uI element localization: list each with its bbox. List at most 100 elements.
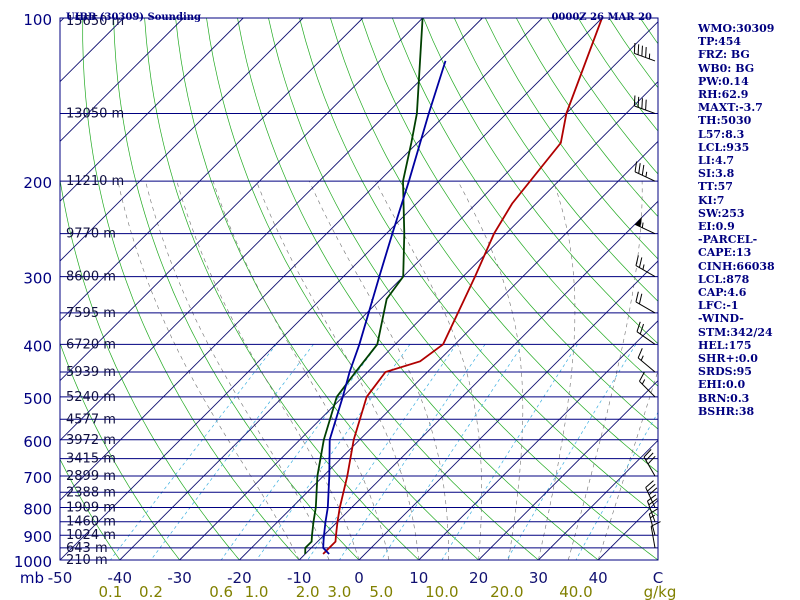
mixing-ratio-line xyxy=(381,344,524,560)
dry-adiabats xyxy=(60,18,658,560)
height-label: 3415 m xyxy=(66,452,116,467)
wind-barb-staff xyxy=(637,357,656,373)
mixing-ratio-line xyxy=(110,344,277,560)
wind-barb-feather xyxy=(635,291,639,302)
isotherm xyxy=(538,439,658,560)
wind-barb-feather xyxy=(645,47,647,58)
pressure-tick-label: 1000 xyxy=(14,553,52,571)
wind-barb-half-feather xyxy=(640,355,644,361)
wind-barb xyxy=(650,521,661,549)
moist-adiabat xyxy=(309,181,449,560)
wind-barb-feather xyxy=(641,164,645,176)
mixing-ratio-tick-label: 0.6 xyxy=(209,583,233,600)
height-label: 3972 m xyxy=(66,433,116,448)
wind-barb-feather xyxy=(648,498,658,506)
wind-barb-feather xyxy=(638,257,643,268)
pressure-unit-label: mb xyxy=(20,569,44,587)
stat-line: L57:8.3 xyxy=(698,127,745,141)
isotherm xyxy=(60,18,304,262)
isotherm xyxy=(298,200,658,560)
stat-line: -PARCEL- xyxy=(698,233,758,247)
dry-adiabat xyxy=(206,18,539,560)
stat-line: CINH:66038 xyxy=(698,259,775,273)
wind-barb-feather xyxy=(649,508,659,515)
mixing-ratio-line xyxy=(220,344,379,560)
wind-barbs xyxy=(633,42,661,549)
stat-line: TH:5030 xyxy=(698,114,752,128)
stat-line: SHR+:0.0 xyxy=(698,352,758,366)
height-label: 9770 m xyxy=(66,227,116,242)
dry-adiabat xyxy=(299,18,658,517)
stat-line: BSHR:38 xyxy=(698,404,755,418)
pressure-tick-label: 900 xyxy=(23,528,52,546)
wind-barb-feather xyxy=(633,42,636,54)
wind-barb-feather xyxy=(647,483,656,492)
height-label: 2899 m xyxy=(66,469,116,484)
wind-barb-staff xyxy=(634,105,656,114)
pressure-tick-label: 800 xyxy=(23,500,52,518)
isotherm xyxy=(60,18,184,143)
mixing-ratio-line xyxy=(339,344,486,560)
mixing-ratio-tick-label: 2.0 xyxy=(296,583,320,600)
pressure-tick-label: 700 xyxy=(23,469,52,487)
wind-barb-staff xyxy=(650,526,656,549)
stat-line: LCL:878 xyxy=(698,272,750,286)
mixing-ratio-tick-label: 10.0 xyxy=(425,583,458,600)
moist-adiabat xyxy=(176,181,360,560)
temperature-tick-label: 30 xyxy=(529,569,548,587)
plot-frame xyxy=(59,17,659,561)
wind-barb-feather xyxy=(645,99,647,111)
temperature-tick-label: -30 xyxy=(167,569,192,587)
pressure-tick-label: 300 xyxy=(23,270,52,288)
stat-line: RH:62.9 xyxy=(698,88,749,102)
wind-barb-pennant xyxy=(635,216,643,227)
isotherm xyxy=(179,80,658,560)
wind-barb-feather xyxy=(636,321,641,332)
moist-adiabat xyxy=(597,370,658,560)
stat-line: STM:342/24 xyxy=(698,325,773,339)
wind-barb xyxy=(643,449,656,477)
wind-barb xyxy=(647,494,658,522)
stat-line: WB0: BG xyxy=(698,61,755,75)
sounding-stats-panel: WMO:30309 TP:454 FRZ: BG WB0: BG PW:0.14 RH:6… xyxy=(698,22,798,418)
mixing-ratio-line xyxy=(150,344,314,560)
mixing-ratio-tick-label: 40.0 xyxy=(559,583,592,600)
height-label: 1460 m xyxy=(66,515,116,530)
mixing-ratio-unit-label: g/kg xyxy=(644,583,677,600)
stat-line: CAPE:13 xyxy=(698,246,752,260)
moist-adiabats xyxy=(117,181,658,560)
wind-barb-staff xyxy=(634,171,656,182)
isotherm xyxy=(358,260,658,560)
mixing-ratio-tick-label: 0.2 xyxy=(139,583,163,600)
wind-barb-half-feather xyxy=(645,171,648,178)
wind-barb xyxy=(648,508,659,536)
wind-barb-half-feather xyxy=(642,264,645,270)
moist-adiabat xyxy=(117,181,300,560)
wind-barb-feather xyxy=(637,348,643,359)
wind-barb-feather xyxy=(638,293,643,304)
stat-line: FRZ: BG xyxy=(698,48,750,62)
height-label: 1024 m xyxy=(66,528,116,543)
height-label: 11210 m xyxy=(66,174,124,189)
isotherm xyxy=(60,18,364,322)
dry-adiabat xyxy=(268,18,658,560)
moist-adiabat xyxy=(145,181,330,560)
isobars xyxy=(60,17,658,561)
wind-barb xyxy=(633,95,656,114)
isotherms xyxy=(60,18,658,560)
height-label: 13050 m xyxy=(66,106,124,121)
wind-barb xyxy=(639,371,656,398)
wind-barb-half-feather xyxy=(650,514,656,519)
temperature-tick-label: -50 xyxy=(48,569,73,587)
temperature-tick-label: -10 xyxy=(287,569,312,587)
pressure-tick-label: 600 xyxy=(23,433,52,451)
wind-barb-feather xyxy=(645,480,654,488)
wind-barb-staff xyxy=(643,456,656,477)
mixing-ratio-tick-label: 20.0 xyxy=(490,583,523,600)
chart-date: 0000Z 26 MAR 20 xyxy=(551,12,652,23)
wind-barb-feather xyxy=(639,323,645,335)
temperature-tick-label: -20 xyxy=(227,569,252,587)
height-label: 643 m xyxy=(66,541,108,556)
wind-barb xyxy=(636,321,656,345)
